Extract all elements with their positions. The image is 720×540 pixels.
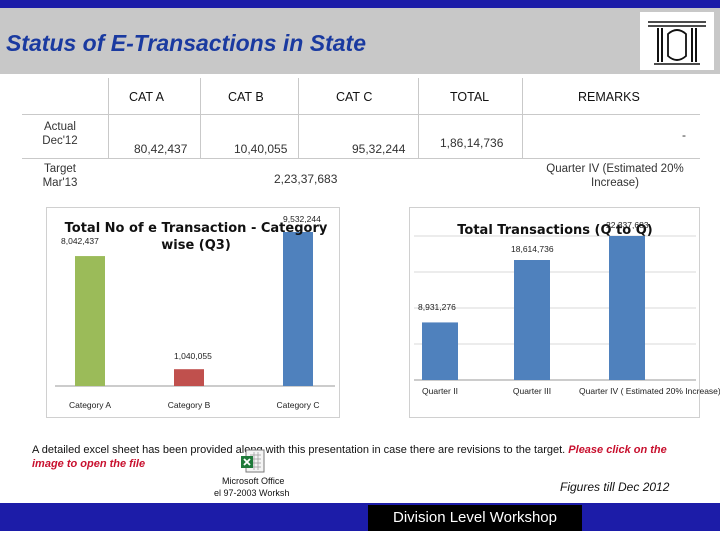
excel-icon-caption: Microsoft Office — [222, 476, 285, 486]
excel-file-icon[interactable] — [240, 448, 266, 474]
category-value-label: 9,532,244 — [283, 214, 321, 224]
quarter-bar-1 — [422, 322, 458, 380]
category-axis-label: Category C — [276, 400, 320, 410]
quarterly-chart: Total Transactions (Q to Q) 8,931,276 Qua… — [409, 207, 720, 418]
column-divider — [418, 78, 419, 158]
category-value-label: 8,042,437 — [61, 236, 99, 246]
header-total: TOTAL — [450, 90, 490, 104]
summary-table: CAT A CAT B CAT C TOTAL REMARKS Actual D… — [22, 78, 700, 202]
category-bar-1 — [75, 256, 105, 386]
header-cat-c: CAT C — [336, 90, 373, 104]
column-divider — [108, 78, 109, 158]
slide-title: Status of E-Transactions in State — [6, 30, 366, 56]
quarter-axis-label: Quarter IV ( Estimated 20% Increase) — [579, 386, 720, 396]
quarter-value-label: 8,931,276 — [418, 302, 456, 313]
category-bar-2 — [174, 369, 204, 386]
quarter-value-label: 18,614,736 — [511, 244, 554, 254]
organization-logo — [640, 12, 714, 70]
column-divider — [298, 78, 299, 158]
quarterly-chart-title: Total Transactions (Q to Q) — [457, 223, 653, 238]
header-cat-a: CAT A — [129, 90, 164, 104]
top-accent-bar — [0, 0, 720, 8]
header-remarks: REMARKS — [578, 90, 640, 104]
category-bar-3 — [283, 232, 313, 386]
excel-icon-caption-2: el 97-2003 Worksh — [214, 488, 290, 498]
excel-note: A detailed excel sheet has been provided… — [32, 443, 697, 471]
actual-remarks-value: - — [682, 128, 686, 142]
figures-note: Figures till Dec 2012 — [560, 480, 670, 494]
excel-note-text: A detailed excel sheet has been provided… — [32, 444, 566, 456]
category-axis-label: Category B — [167, 400, 211, 410]
column-divider — [200, 78, 201, 158]
footer-title: Division Level Workshop — [368, 505, 582, 531]
category-chart-plot — [55, 232, 335, 387]
quarter-value-label: 22,337,683 — [606, 220, 649, 230]
actual-cat-a-value: 80,42,437 — [134, 142, 188, 156]
category-value-label: 1,040,055 — [174, 351, 212, 362]
quarter-bar-3 — [609, 236, 645, 380]
quarter-axis-label: Quarter III — [512, 386, 552, 396]
target-remarks-value: Quarter IV (Estimated 20% Increase) — [546, 163, 684, 189]
row-label-target: Target Mar'13 — [42, 163, 78, 189]
header-cat-b: CAT B — [228, 90, 264, 104]
actual-cat-b-value: 10,40,055 — [234, 142, 288, 156]
category-axis-label: Category A — [68, 400, 112, 410]
row-label-actual: Actual Dec'12 — [42, 121, 78, 147]
column-divider — [522, 78, 523, 158]
actual-total-value: 1,86,14,736 — [440, 136, 504, 150]
category-chart: Total No of e Transaction - Category wis… — [46, 207, 340, 418]
actual-cat-c-value: 95,32,244 — [352, 142, 406, 156]
quarterly-chart-plot — [414, 235, 696, 381]
bottom-bar: Division Level Workshop — [0, 503, 720, 531]
category-chart-title: Total No of e Transaction - Category wis… — [64, 221, 328, 253]
row-divider — [22, 114, 700, 115]
open-file-link[interactable]: Please click on the image to open the fi… — [32, 444, 667, 470]
title-band — [0, 8, 720, 74]
target-total-value: 2,23,37,683 — [274, 172, 338, 186]
quarter-bar-2 — [514, 260, 550, 380]
quarter-axis-label: Quarter II — [422, 386, 458, 396]
row-divider — [22, 158, 700, 159]
